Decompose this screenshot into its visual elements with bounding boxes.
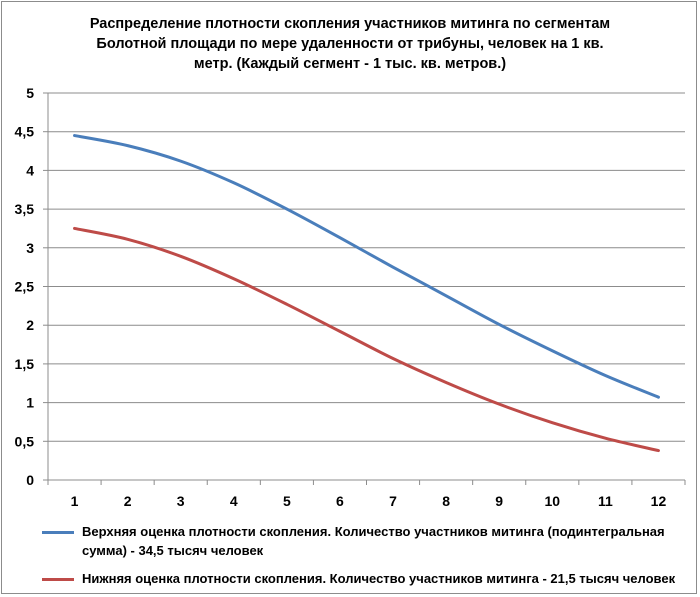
- x-tick-label-1: 2: [124, 493, 132, 509]
- legend-item-lower: Нижняя оценка плотности скопления. Колич…: [42, 569, 684, 588]
- legend-swatch-upper: [42, 531, 74, 534]
- y-tick-label-5: 2,5: [15, 279, 35, 295]
- x-tick-label-4: 5: [283, 493, 291, 509]
- x-tick-label-9: 10: [545, 493, 561, 509]
- series-line-lower: [73, 226, 660, 453]
- y-tick-label-1: 0,5: [15, 433, 35, 449]
- x-tick-label-5: 6: [336, 493, 344, 509]
- legend-label-lower: Нижняя оценка плотности скопления. Колич…: [82, 571, 676, 586]
- y-tick-label-7: 3,5: [15, 201, 35, 217]
- chart-title-line-2: Болотной площади по мере удаленности от …: [96, 36, 604, 52]
- chart-title-line-3: метр. (Каждый сегмент - 1 тыс. кв. метро…: [193, 56, 507, 72]
- x-tick-label-0: 1: [71, 493, 79, 509]
- legend: Верхняя оценка плотности скопления. Коли…: [42, 522, 684, 588]
- chart-title: Распределение плотности скопления участн…: [30, 14, 670, 74]
- x-tick-label-11: 12: [651, 493, 667, 509]
- y-tick-label-2: 1: [26, 395, 34, 411]
- legend-item-upper: Верхняя оценка плотности скопления. Коли…: [42, 522, 684, 562]
- y-tick-label-8: 4: [26, 162, 34, 178]
- series-line-upper: [73, 134, 660, 399]
- chart-title-line-1: Распределение плотности скопления участн…: [89, 16, 611, 32]
- legend-label-upper: Верхняя оценка плотности скопления. Коли…: [82, 524, 665, 558]
- y-tick-label-0: 0: [26, 472, 34, 488]
- y-tick-label-6: 3: [26, 240, 34, 256]
- y-tick-label-4: 2: [26, 317, 34, 333]
- legend-swatch-lower: [42, 578, 74, 581]
- x-tick-label-10: 11: [598, 493, 613, 509]
- x-tick-label-6: 7: [389, 493, 397, 509]
- y-tick-label-10: 5: [26, 85, 34, 101]
- y-tick-label-3: 1,5: [15, 356, 35, 372]
- x-tick-label-3: 4: [230, 493, 238, 509]
- x-tick-label-7: 8: [442, 493, 450, 509]
- x-tick-label-8: 9: [495, 493, 503, 509]
- y-tick-label-9: 4,5: [15, 124, 35, 140]
- x-tick-label-2: 3: [177, 493, 185, 509]
